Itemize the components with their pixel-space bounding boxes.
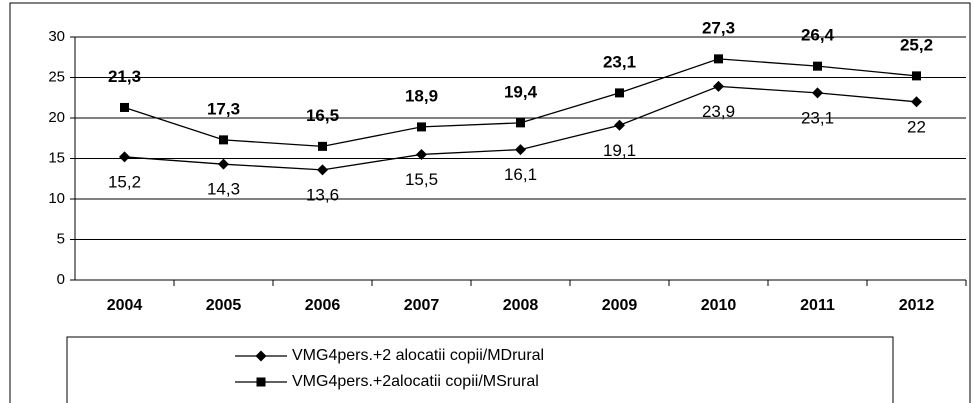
data-label: 15,2 [108,172,141,191]
data-point [911,96,922,108]
data-label: 16,1 [504,165,537,184]
x-tick-label: 2004 [107,297,143,314]
data-point [614,119,625,131]
data-point [515,144,526,156]
data-point [813,61,822,71]
y-tick-label: 5 [57,230,65,247]
legend-box [66,336,894,403]
y-tick-label: 20 [48,109,65,126]
data-label: 19,4 [504,82,538,101]
data-label: 23,1 [603,52,636,71]
data-label: 18,9 [405,86,438,105]
data-point [516,118,525,128]
data-point [812,87,823,99]
y-tick-label: 25 [48,68,65,85]
data-label: 23,9 [702,102,735,121]
legend-marker [256,377,266,387]
data-label: 17,3 [207,99,240,118]
data-point [219,135,228,145]
x-tick-label: 2010 [701,297,737,314]
x-tick-label: 2011 [800,297,835,314]
data-point [912,71,921,81]
x-tick-label: 2009 [602,297,638,314]
data-point [218,158,229,170]
data-label: 13,6 [306,185,339,204]
data-label: 25,2 [900,35,933,54]
data-point [317,164,328,176]
x-tick-label: 2012 [899,297,935,314]
data-label: 22 [907,117,926,136]
data-label: 14,3 [207,180,240,199]
data-point [615,88,624,98]
x-tick-label: 2008 [503,297,539,314]
data-point [318,141,327,151]
data-label: 16,5 [306,106,339,125]
y-tick-label: 0 [57,271,65,288]
x-tick-label: 2006 [305,297,341,314]
data-point [119,151,130,163]
data-label: 19,1 [603,141,636,160]
y-tick-label: 30 [48,28,65,45]
x-tick-label: 2005 [206,297,242,314]
data-label: 21,3 [108,67,141,86]
y-tick-label: 10 [48,190,65,207]
legend-label: VMG4pers.+2alocatii copii/MSrural [292,373,539,390]
data-point [713,80,724,92]
data-label: 27,3 [702,18,735,37]
data-point [120,102,129,112]
data-label: 15,5 [405,170,438,189]
y-tick-label: 15 [48,149,65,166]
data-label: 23,1 [801,108,834,127]
data-point [416,148,427,160]
data-point [417,122,426,132]
data-label: 26,4 [801,26,835,45]
chart-border [9,2,971,403]
data-point [714,54,723,64]
legend-label: VMG4pers.+2 alocatii copii/MDrural [292,347,544,364]
legend-marker [255,350,267,362]
x-tick-label: 2007 [404,297,440,314]
